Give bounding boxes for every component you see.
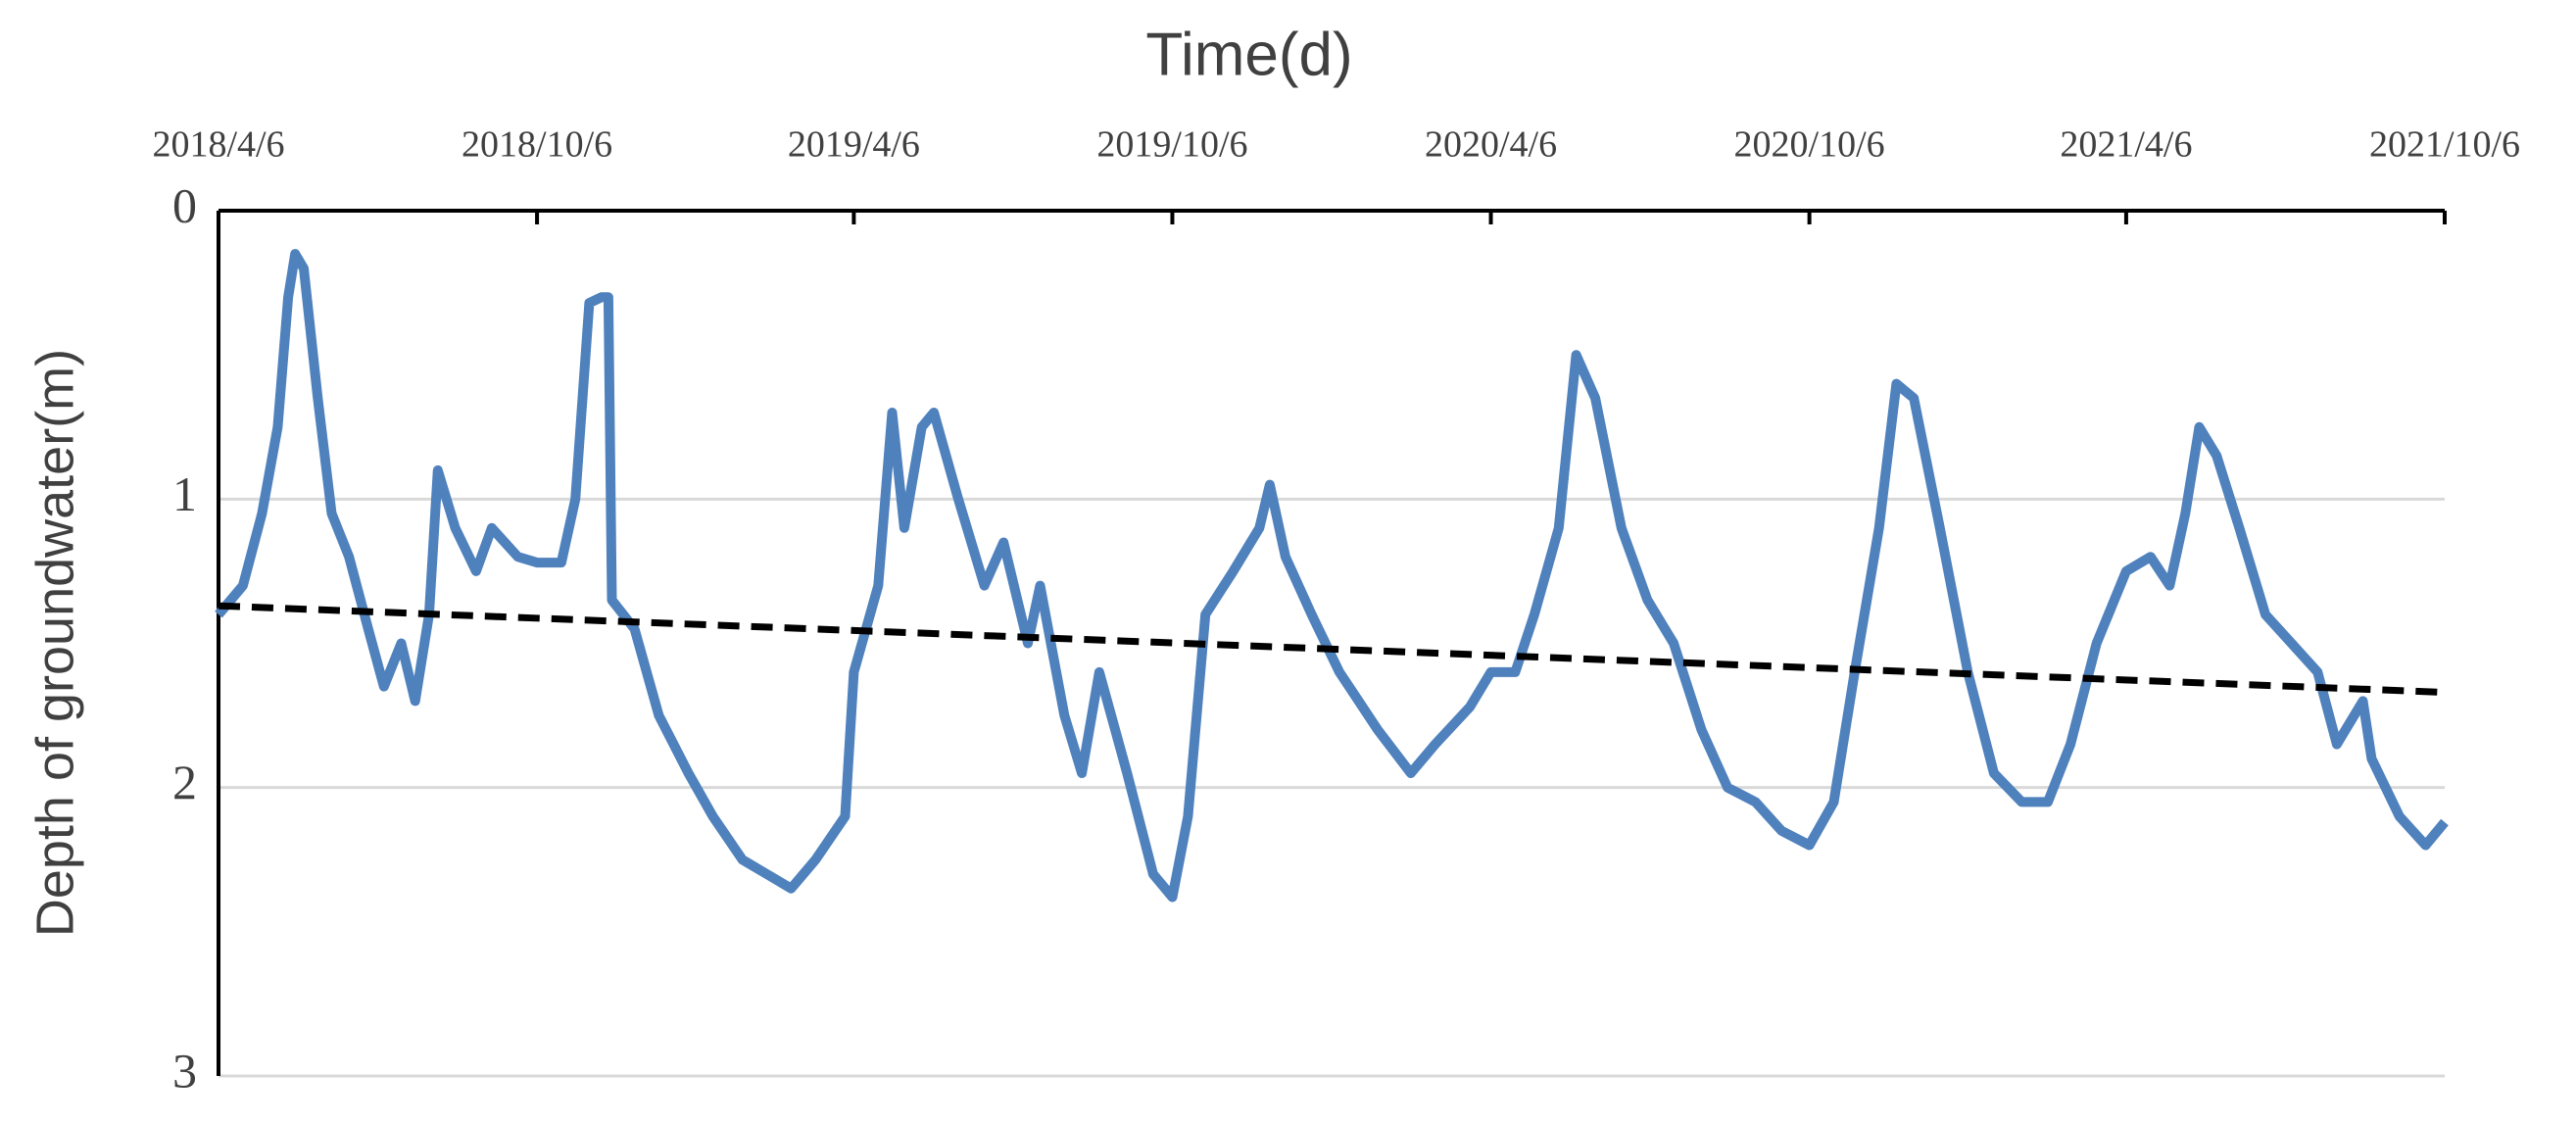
trend-line [218, 602, 2446, 696]
y-tick-label: 2 [172, 755, 197, 809]
x-tick-label: 2020/4/6 [1425, 124, 1557, 166]
y-tick-label: 0 [172, 177, 197, 232]
x-tick-label: 2020/10/6 [1734, 124, 1885, 166]
x-tick-label: 2019/4/6 [788, 124, 920, 166]
data-line [215, 249, 2449, 903]
y-tick-label: 3 [172, 1043, 197, 1098]
x-tick-label: 2018/10/6 [462, 124, 612, 166]
y-tick-label: 1 [172, 466, 197, 521]
x-tick-label: 2018/4/6 [152, 124, 284, 166]
x-tick-label: 2021/10/6 [2369, 124, 2520, 166]
chart-title: Time(d) [1145, 21, 1352, 88]
x-tick-label: 2021/4/6 [2060, 124, 2192, 166]
y-axis-label: Depth of groundwater(m) [25, 349, 84, 937]
x-tick-label: 2019/10/6 [1096, 124, 1247, 166]
